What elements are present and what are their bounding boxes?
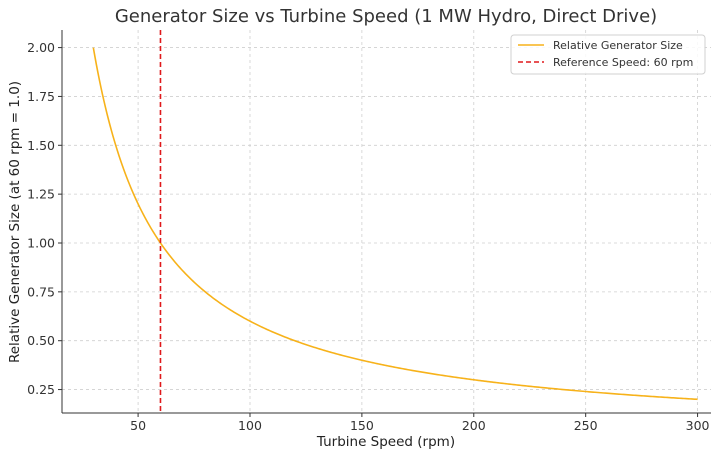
x-tick-label: 300 (686, 418, 710, 433)
y-tick-label: 2.00 (27, 40, 55, 55)
plot-area (92, 30, 698, 413)
x-tick-label: 200 (462, 418, 486, 433)
series-line-relative-generator-size (92, 47, 698, 401)
y-tick-label: 0.25 (27, 382, 55, 397)
x-tick-label: 150 (350, 418, 374, 433)
legend-box (510, 34, 706, 75)
axes (58, 30, 711, 417)
legend-reference-label: Reference Speed: 60 rpm (553, 56, 693, 69)
x-axis-label: Turbine Speed (rpm) (316, 434, 455, 450)
legend-series-label: Relative Generator Size (553, 39, 683, 52)
tick-labels: 50 100 150 200 250 300 0.25 0.50 0.75 1.00 1.25 1.5… (27, 40, 709, 433)
x-tick-label: 100 (238, 418, 262, 433)
y-tick-label: 1.00 (27, 235, 55, 250)
x-tick-label: 250 (574, 418, 598, 433)
y-tick-label: 1.50 (27, 138, 55, 153)
x-tick-label: 50 (130, 418, 146, 433)
chart-title: Generator Size vs Turbine Speed (1 MW Hy… (115, 6, 657, 27)
y-axis-label: Relative Generator Size (at 60 rpm = 1.0… (7, 81, 23, 363)
legend: Relative Generator Size Reference Speed:… (510, 34, 706, 75)
y-tick-label: 1.25 (27, 187, 55, 202)
y-tick-label: 0.50 (27, 333, 55, 348)
y-tick-label: 1.75 (27, 89, 55, 104)
y-tick-label: 0.75 (27, 284, 55, 299)
